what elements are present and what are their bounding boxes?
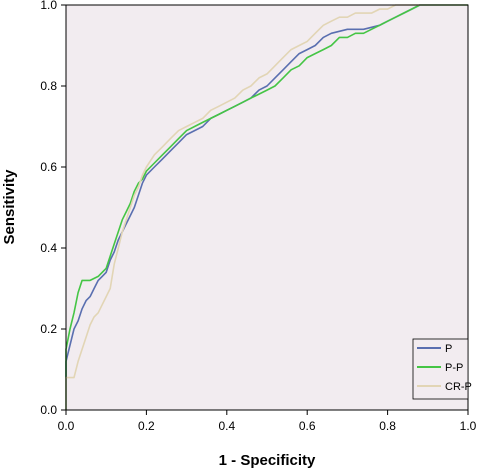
x-tick-label-3: 0.6 <box>299 419 316 433</box>
legend: P P-P CR-P <box>412 338 472 400</box>
y-tick-label-2: 0.4 <box>40 241 57 255</box>
axis-layer: 0.0 0.2 0.4 0.6 0.8 1.0 0.0 0.2 0.4 0.6 0.8 1.0 <box>40 0 476 433</box>
x-tick-label-4: 0.8 <box>379 419 396 433</box>
x-tick-label-0: 0.0 <box>58 419 75 433</box>
y-tick-label-4: 0.8 <box>40 79 57 93</box>
series-line-2 <box>65 4 468 410</box>
y-tick-label-0: 0.0 <box>40 403 57 417</box>
plot-background <box>66 5 468 410</box>
x-tick-label-1: 0.2 <box>138 419 155 433</box>
y-tick-label-3: 0.6 <box>40 160 57 174</box>
plot-frame <box>65 4 469 411</box>
series-layer <box>65 4 468 410</box>
y-axis-title: Sensitivity <box>1 169 18 245</box>
y-tick-label-5: 1.0 <box>40 0 57 12</box>
x-axis-title: 1 - Specificity <box>219 452 316 468</box>
legend-label-1: P-P <box>445 362 463 374</box>
legend-entries: P P-P CR-P <box>417 343 472 393</box>
legend-label-2: CR-P <box>445 381 472 393</box>
series-line-0 <box>65 4 468 410</box>
x-tick-label-2: 0.4 <box>218 419 235 433</box>
legend-label-0: P <box>445 343 452 355</box>
x-tick-label-5: 1.0 <box>460 419 477 433</box>
series-line-1 <box>65 4 468 410</box>
y-tick-label-1: 0.2 <box>40 322 57 336</box>
